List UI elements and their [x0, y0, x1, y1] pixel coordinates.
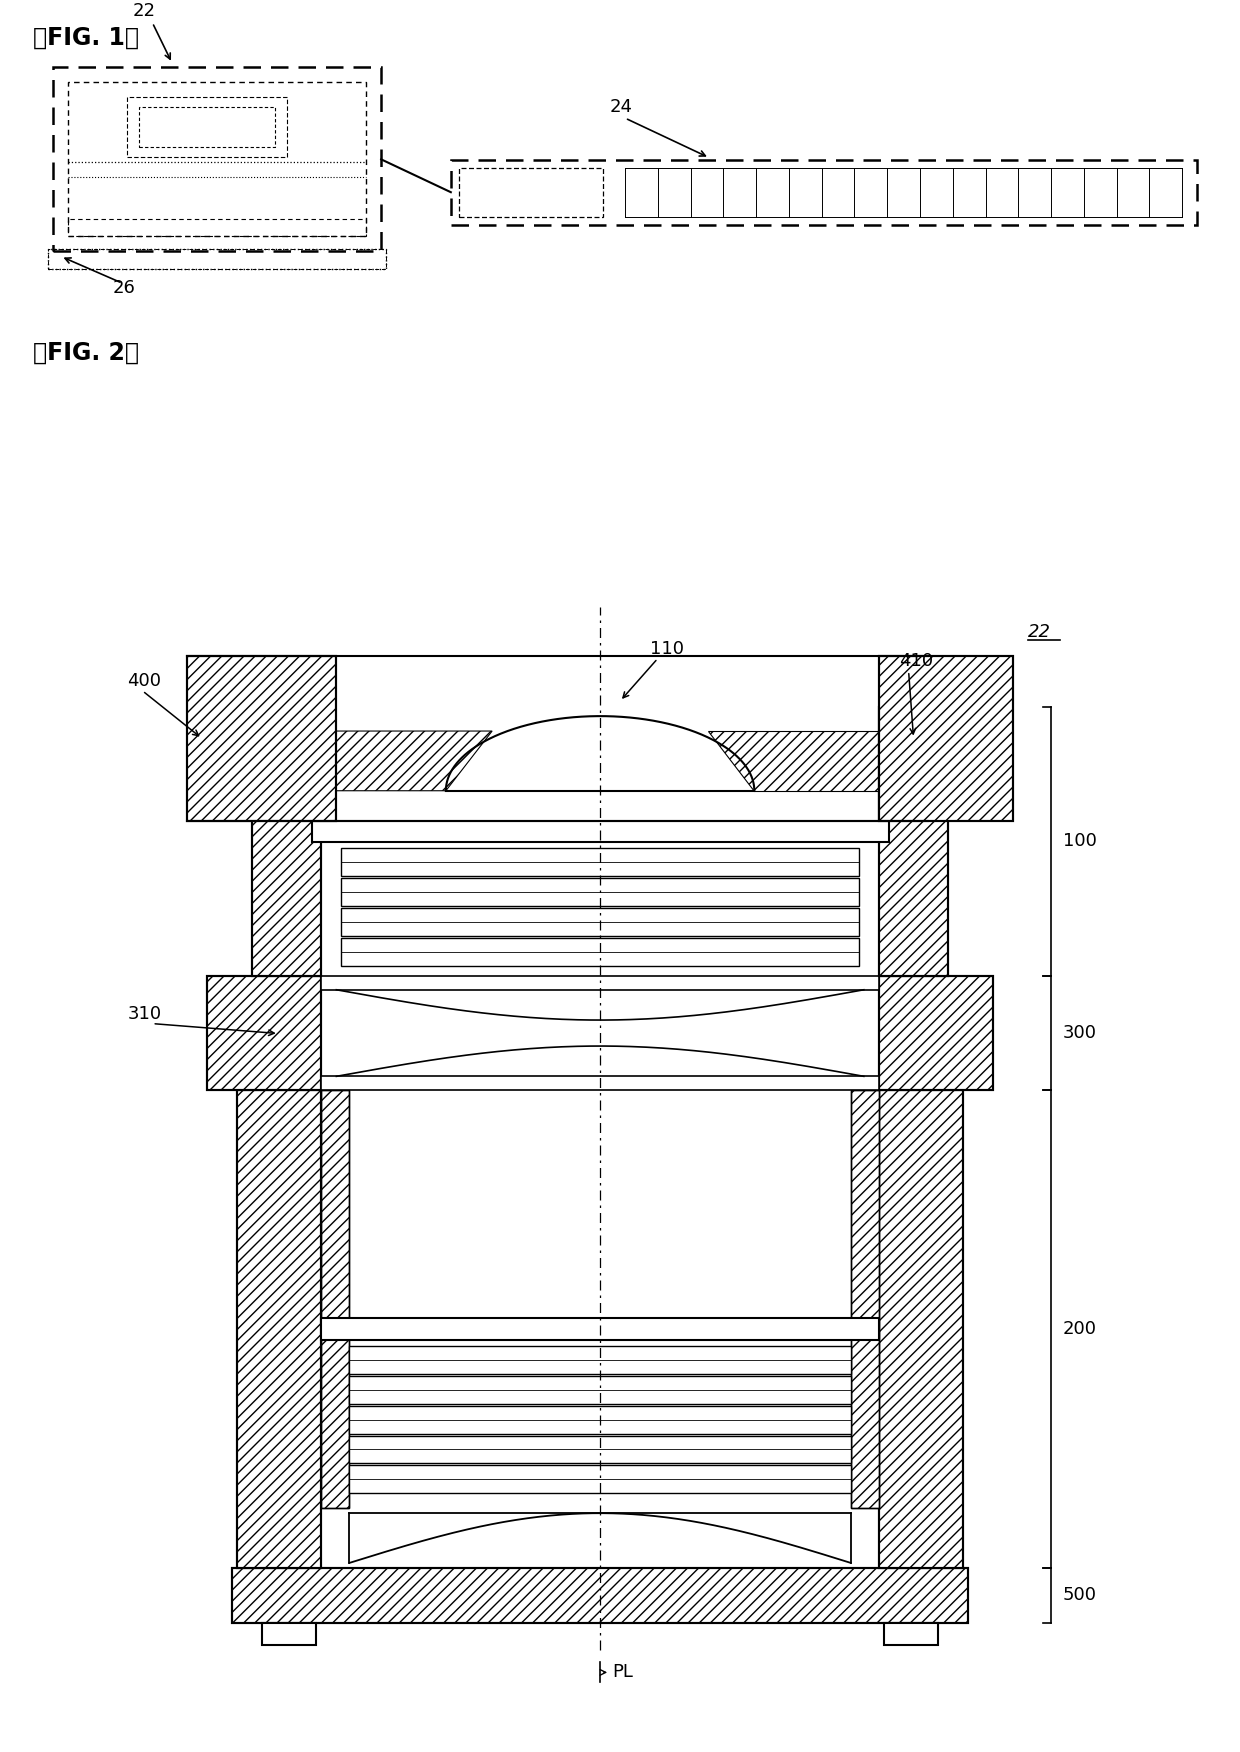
Bar: [68, 82, 366, 237]
Polygon shape: [708, 731, 879, 790]
Bar: [237, 1090, 321, 1568]
Text: 410: 410: [899, 652, 932, 669]
Bar: [187, 657, 336, 820]
Bar: [350, 1405, 851, 1433]
Text: 』FIG. 2】: 』FIG. 2】: [33, 342, 139, 364]
Polygon shape: [336, 731, 492, 790]
Text: 500: 500: [1063, 1586, 1097, 1605]
Bar: [341, 937, 859, 965]
Bar: [350, 1375, 851, 1403]
Bar: [879, 976, 993, 1090]
Bar: [879, 708, 949, 976]
Bar: [321, 1090, 350, 1508]
Bar: [53, 67, 381, 251]
Text: 26: 26: [113, 279, 135, 298]
Bar: [48, 249, 386, 270]
Bar: [350, 1435, 851, 1463]
Bar: [350, 1465, 851, 1493]
Text: 22: 22: [1028, 622, 1052, 641]
Bar: [262, 1622, 316, 1645]
Bar: [879, 976, 993, 1090]
Text: 』FIG. 1】: 』FIG. 1】: [33, 26, 139, 49]
Bar: [350, 1346, 851, 1374]
Text: 200: 200: [1063, 1319, 1097, 1339]
Bar: [207, 976, 321, 1090]
Bar: [139, 107, 275, 147]
Bar: [851, 1090, 879, 1508]
Bar: [884, 1622, 939, 1645]
Bar: [879, 657, 1013, 820]
Bar: [252, 708, 321, 976]
Bar: [252, 708, 321, 976]
Bar: [48, 249, 386, 270]
Bar: [207, 976, 321, 1090]
Bar: [459, 168, 603, 217]
Bar: [128, 96, 286, 158]
Text: 110: 110: [650, 641, 683, 659]
Bar: [68, 219, 366, 237]
Bar: [879, 1090, 963, 1568]
Bar: [237, 1090, 321, 1568]
Bar: [321, 976, 879, 990]
Bar: [341, 848, 859, 876]
Bar: [879, 657, 1013, 820]
Bar: [341, 908, 859, 936]
Bar: [879, 1090, 963, 1568]
Bar: [321, 1076, 879, 1090]
Bar: [851, 1090, 879, 1508]
Text: 100: 100: [1063, 832, 1096, 850]
Bar: [311, 820, 889, 843]
Bar: [232, 1568, 968, 1622]
Bar: [321, 1318, 879, 1340]
Text: 22: 22: [133, 2, 155, 19]
Bar: [451, 159, 1197, 224]
Text: 300: 300: [1063, 1025, 1097, 1042]
Bar: [232, 1568, 968, 1622]
Text: 310: 310: [128, 1004, 161, 1023]
Text: PL: PL: [613, 1663, 632, 1682]
Bar: [341, 878, 859, 906]
Bar: [321, 1090, 350, 1508]
Bar: [187, 657, 336, 820]
Bar: [879, 708, 949, 976]
Text: 24: 24: [610, 98, 634, 116]
Text: 400: 400: [128, 671, 161, 690]
